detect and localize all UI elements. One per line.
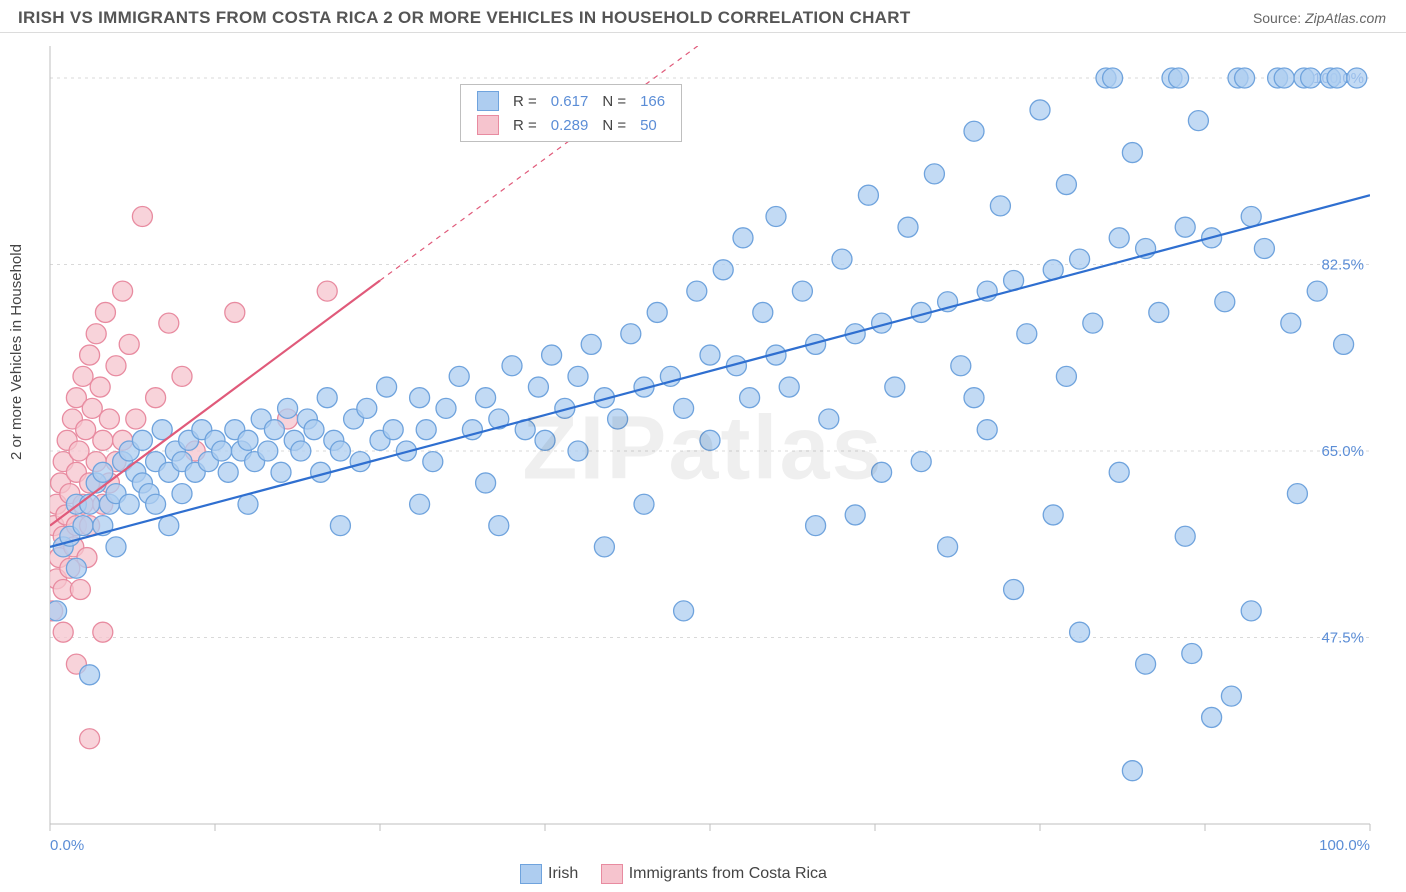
legend-label-costarica: Immigrants from Costa Rica (629, 865, 827, 882)
swatch-irish (520, 864, 542, 884)
n-value-costarica: 50 (634, 114, 671, 136)
svg-text:100.0%: 100.0% (1319, 837, 1370, 854)
svg-text:0.0%: 0.0% (50, 837, 84, 854)
correlation-legend: R = 0.617 N = 166 R = 0.289 N = 50 (460, 84, 682, 142)
y-axis-label: 2 or more Vehicles in Household (8, 244, 25, 460)
n-label: N = (596, 114, 632, 136)
r-value-costarica: 0.289 (545, 114, 595, 136)
legend-row-irish: R = 0.617 N = 166 (471, 90, 671, 112)
r-label: R = (507, 114, 543, 136)
swatch-irish (477, 91, 499, 111)
r-value-irish: 0.617 (545, 90, 595, 112)
scatter-plot-svg: 47.5%65.0%82.5%100.0%0.0%100.0% (0, 40, 1406, 860)
r-label: R = (507, 90, 543, 112)
chart-header: IRISH VS IMMIGRANTS FROM COSTA RICA 2 OR… (0, 0, 1406, 33)
svg-text:47.5%: 47.5% (1321, 629, 1364, 646)
svg-text:65.0%: 65.0% (1321, 443, 1364, 460)
swatch-costarica (477, 115, 499, 135)
n-value-irish: 166 (634, 90, 671, 112)
n-label: N = (596, 90, 632, 112)
source-label: Source: (1253, 10, 1305, 26)
source-attribution: Source: ZipAtlas.com (1253, 10, 1386, 26)
svg-text:82.5%: 82.5% (1321, 256, 1364, 273)
swatch-costarica (601, 864, 623, 884)
source-value: ZipAtlas.com (1305, 10, 1386, 26)
chart-title: IRISH VS IMMIGRANTS FROM COSTA RICA 2 OR… (18, 8, 911, 28)
series-legend: Irish Immigrants from Costa Rica (520, 864, 845, 884)
legend-label-irish: Irish (548, 865, 578, 882)
chart-area: 2 or more Vehicles in Household 47.5% 65.… (0, 40, 1406, 892)
legend-row-costarica: R = 0.289 N = 50 (471, 114, 671, 136)
